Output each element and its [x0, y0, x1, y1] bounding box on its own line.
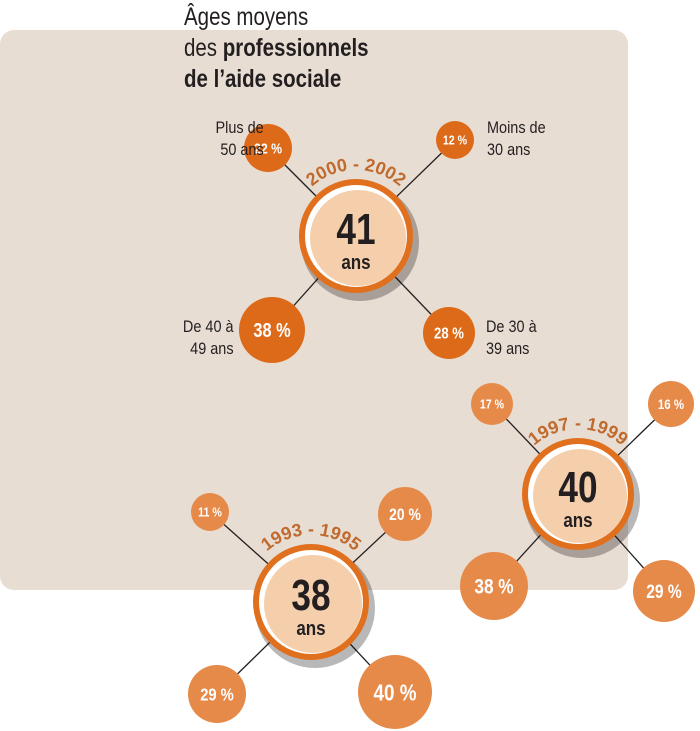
pct-bubble-over50	[471, 383, 513, 425]
pct-bubble-from30to39	[423, 307, 475, 359]
pct-label-from30to39: 29 %	[646, 580, 681, 602]
pct-label-under30: 20 %	[389, 506, 421, 525]
center-fill	[310, 190, 406, 286]
label-under-30: Moins de 30 ans	[487, 118, 546, 159]
pct-label-from40to49: 29 %	[200, 685, 234, 705]
mean-age-value: 38	[291, 571, 330, 620]
pct-bubble-from40to49	[239, 297, 305, 363]
title-bold-word: professionnels	[222, 34, 369, 62]
pct-bubble-from30to39	[633, 560, 695, 622]
mean-age-unit: ans	[296, 617, 325, 640]
pct-bubble-from40to49	[188, 665, 246, 723]
pct-bubble-under30	[378, 487, 432, 541]
label-30-39: De 30 à 39 ans	[486, 317, 537, 358]
mean-age-unit: ans	[563, 509, 592, 532]
pct-bubble-over50	[191, 493, 229, 531]
pct-label-under30: 16 %	[658, 396, 685, 412]
title-line-3: de l’aide sociale	[184, 65, 342, 93]
pct-bubble-under30	[648, 381, 694, 427]
pct-bubble-from40to49	[460, 552, 528, 620]
mean-age-value: 41	[336, 205, 375, 254]
pct-label-over50: 22 %	[254, 140, 282, 156]
pct-label-from30to39: 28 %	[434, 326, 464, 343]
pct-label-under30: 12 %	[443, 133, 468, 148]
title-line-2: des professionnels	[184, 34, 369, 62]
label-40-49: De 40 à 49 ans	[183, 317, 234, 358]
mean-age-value: 40	[558, 463, 597, 512]
pct-label-over50: 17 %	[480, 397, 505, 412]
pct-bubble-under30	[436, 121, 474, 159]
pct-label-from30to39: 40 %	[374, 681, 417, 706]
label-over-50: Plus de 50 ans	[215, 118, 264, 159]
pct-label-from40to49: 38 %	[253, 319, 290, 342]
mean-age-unit: ans	[341, 251, 370, 274]
center-fill	[533, 449, 627, 543]
pct-bubble-over50	[244, 124, 292, 172]
pct-bubble-from30to39	[358, 655, 432, 729]
pct-label-over50: 11 %	[198, 505, 222, 520]
pct-label-from40to49: 38 %	[474, 576, 513, 599]
title-line-1: Âges moyens	[184, 3, 309, 31]
chart-title: Âges moyens des professionnels de l’aide…	[184, 2, 430, 95]
center-fill	[264, 555, 362, 653]
